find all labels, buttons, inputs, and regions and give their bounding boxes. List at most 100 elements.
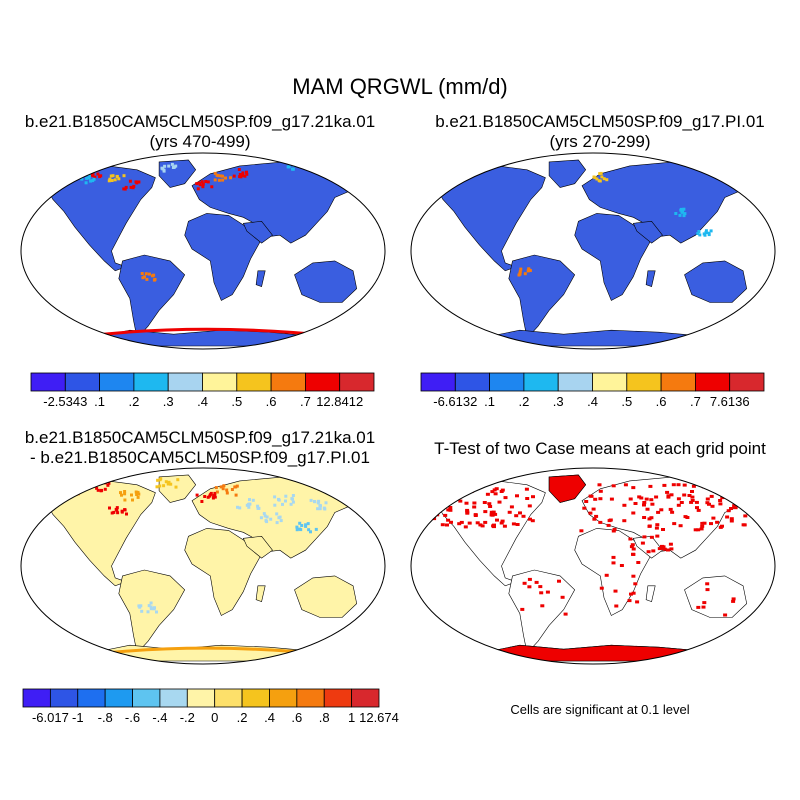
landmass-africa [184,213,262,301]
figure-title: MAM QRGWL (mm/d) [292,74,508,99]
panel4-title: T-Test of two Case means at each grid po… [400,439,800,459]
colorbar-tick-label: -.6 [125,710,140,725]
colorbar-tick-label: -.4 [152,710,167,725]
colorbar-swatch [694,372,731,392]
colorbar-tick-label: -6.6132 [433,394,477,409]
landmass-madagascar [255,585,266,602]
colorbar-swatch [132,688,161,708]
colorbar-swatch [592,372,628,392]
colorbar-swatch [296,688,325,708]
landmass-madagascar [645,585,656,602]
colorbar-tick-label: .6 [291,710,302,725]
landmass-madagascar [645,270,656,287]
colorbar-swatch [202,372,238,392]
colorbar-swatch [270,372,306,392]
panel2-title: b.e21.B1850CAM5CLM50SP.f09_g17.PI.01 (yr… [400,112,800,152]
colorbar-swatch [241,688,270,708]
colorbar-swatch [30,372,66,392]
colorbar-tick-label: 0 [211,710,218,725]
colorbar-swatch [167,372,203,392]
panel2-title-line2: (yrs 270-299) [549,132,651,151]
colorbar-swatch [269,688,298,708]
colorbar-swatch [557,372,593,392]
landmass-australia [684,260,748,303]
colorbar-swatch [351,688,380,708]
colorbar-tick-label: .5 [621,394,632,409]
colorbar-difference: -6.017 -1 -.8 -.6 -.4 -.2 0 .2 .4 .6 .8 1 12.674 [22,688,399,725]
landmass-arabia [242,535,273,559]
colorbar-tick-label: -1 [72,710,84,725]
colorbar-swatch [523,372,559,392]
colorbar-tick-label: 12.674 [359,710,399,725]
landmass-samerica [118,254,186,339]
colorbar-swatch [323,688,353,708]
colorbar-swatch [99,372,135,392]
landmass-arabia [632,220,663,244]
panel4-title-line1: T-Test of two Case means at each grid po… [434,439,766,458]
landmass-samerica [508,569,576,654]
map-frame [410,152,776,350]
colorbar-tick-label: .4 [264,710,275,725]
colorbar-tick-label: .2 [128,394,139,409]
landmass-namerica [45,480,156,587]
landmass-africa [574,213,652,301]
significant-greenland [548,474,587,503]
colorbar-swatch [339,372,375,392]
panel2-title-line1: b.e21.B1850CAM5CLM50SP.f09_g17.PI.01 [435,112,765,131]
colorbar-tick-label: 1 [348,710,355,725]
colorbar-tick-label: 12.8412 [316,394,363,409]
colorbar-swatch [186,688,216,708]
map-case1 [20,152,386,350]
colorbar-tick-label: .4 [587,394,598,409]
panel3-title-line2: - b.e21.B1850CAM5CLM50SP.f09_g17.PI.01 [30,448,370,467]
colorbar-tick-label: .7 [300,394,311,409]
colorbar-tick-label: -2.5343 [43,394,87,409]
landmass-arabia [242,220,273,244]
colorbar-tick-label: 7.6136 [710,394,750,409]
panel1-title-line1: b.e21.B1850CAM5CLM50SP.f09_g17.21ka.01 [24,112,376,131]
colorbar-tick-label: .7 [690,394,701,409]
map-difference [20,467,386,665]
colorbar-swatch [660,372,696,392]
landmass-namerica [435,165,546,272]
colorbar-swatch [489,372,525,392]
colorbar-tick-label: .2 [518,394,529,409]
colorbar-swatch [626,372,662,392]
colorbar-tick-label: .6 [266,394,277,409]
colorbar-tick-label: -.8 [98,710,113,725]
colorbar-swatch [133,372,169,392]
landmass-samerica [118,569,186,654]
colorbar-swatch [214,688,243,708]
panel1-title-line2: (yrs 470-499) [149,132,251,151]
colorbar-swatch [236,372,272,392]
landmass-arabia [632,535,663,559]
colorbar-swatch [49,688,79,708]
landmass-namerica [435,480,546,587]
landmass-africa [184,528,262,616]
map-frame [20,467,386,665]
map-case2 [410,152,776,350]
map-frame [410,467,776,665]
landmass-madagascar [255,270,266,287]
colorbar-case1: -2.5343 .1 .2 .3 .4 .5 .6 .7 12.8412 [30,372,375,409]
significance-note: Cells are significant at 0.1 level [510,702,690,717]
colorbar-tick-label: .3 [553,394,564,409]
colorbar-tick-label: .6 [656,394,667,409]
colorbar-tick-label: .4 [197,394,208,409]
panel3-title-line1: b.e21.B1850CAM5CLM50SP.f09_g17.21ka.01 [24,428,376,447]
colorbar-swatch [64,372,100,392]
map-ttest [410,467,776,665]
landmass-samerica [508,254,576,339]
colorbar-swatch [454,372,490,392]
colorbar-tick-label: -.2 [180,710,195,725]
map-frame [20,152,386,350]
colorbar-tick-label: .2 [237,710,248,725]
landmass-australia [294,260,358,303]
landmass-australia [294,575,358,618]
panel3-title: b.e21.B1850CAM5CLM50SP.f09_g17.21ka.01 -… [0,428,400,468]
colorbar-swatch [159,688,188,708]
colorbar-tick-label: .1 [94,394,105,409]
panel1-title: b.e21.B1850CAM5CLM50SP.f09_g17.21ka.01 (… [0,112,400,152]
landmass-namerica [45,165,156,272]
landmass-greenland [548,159,587,188]
